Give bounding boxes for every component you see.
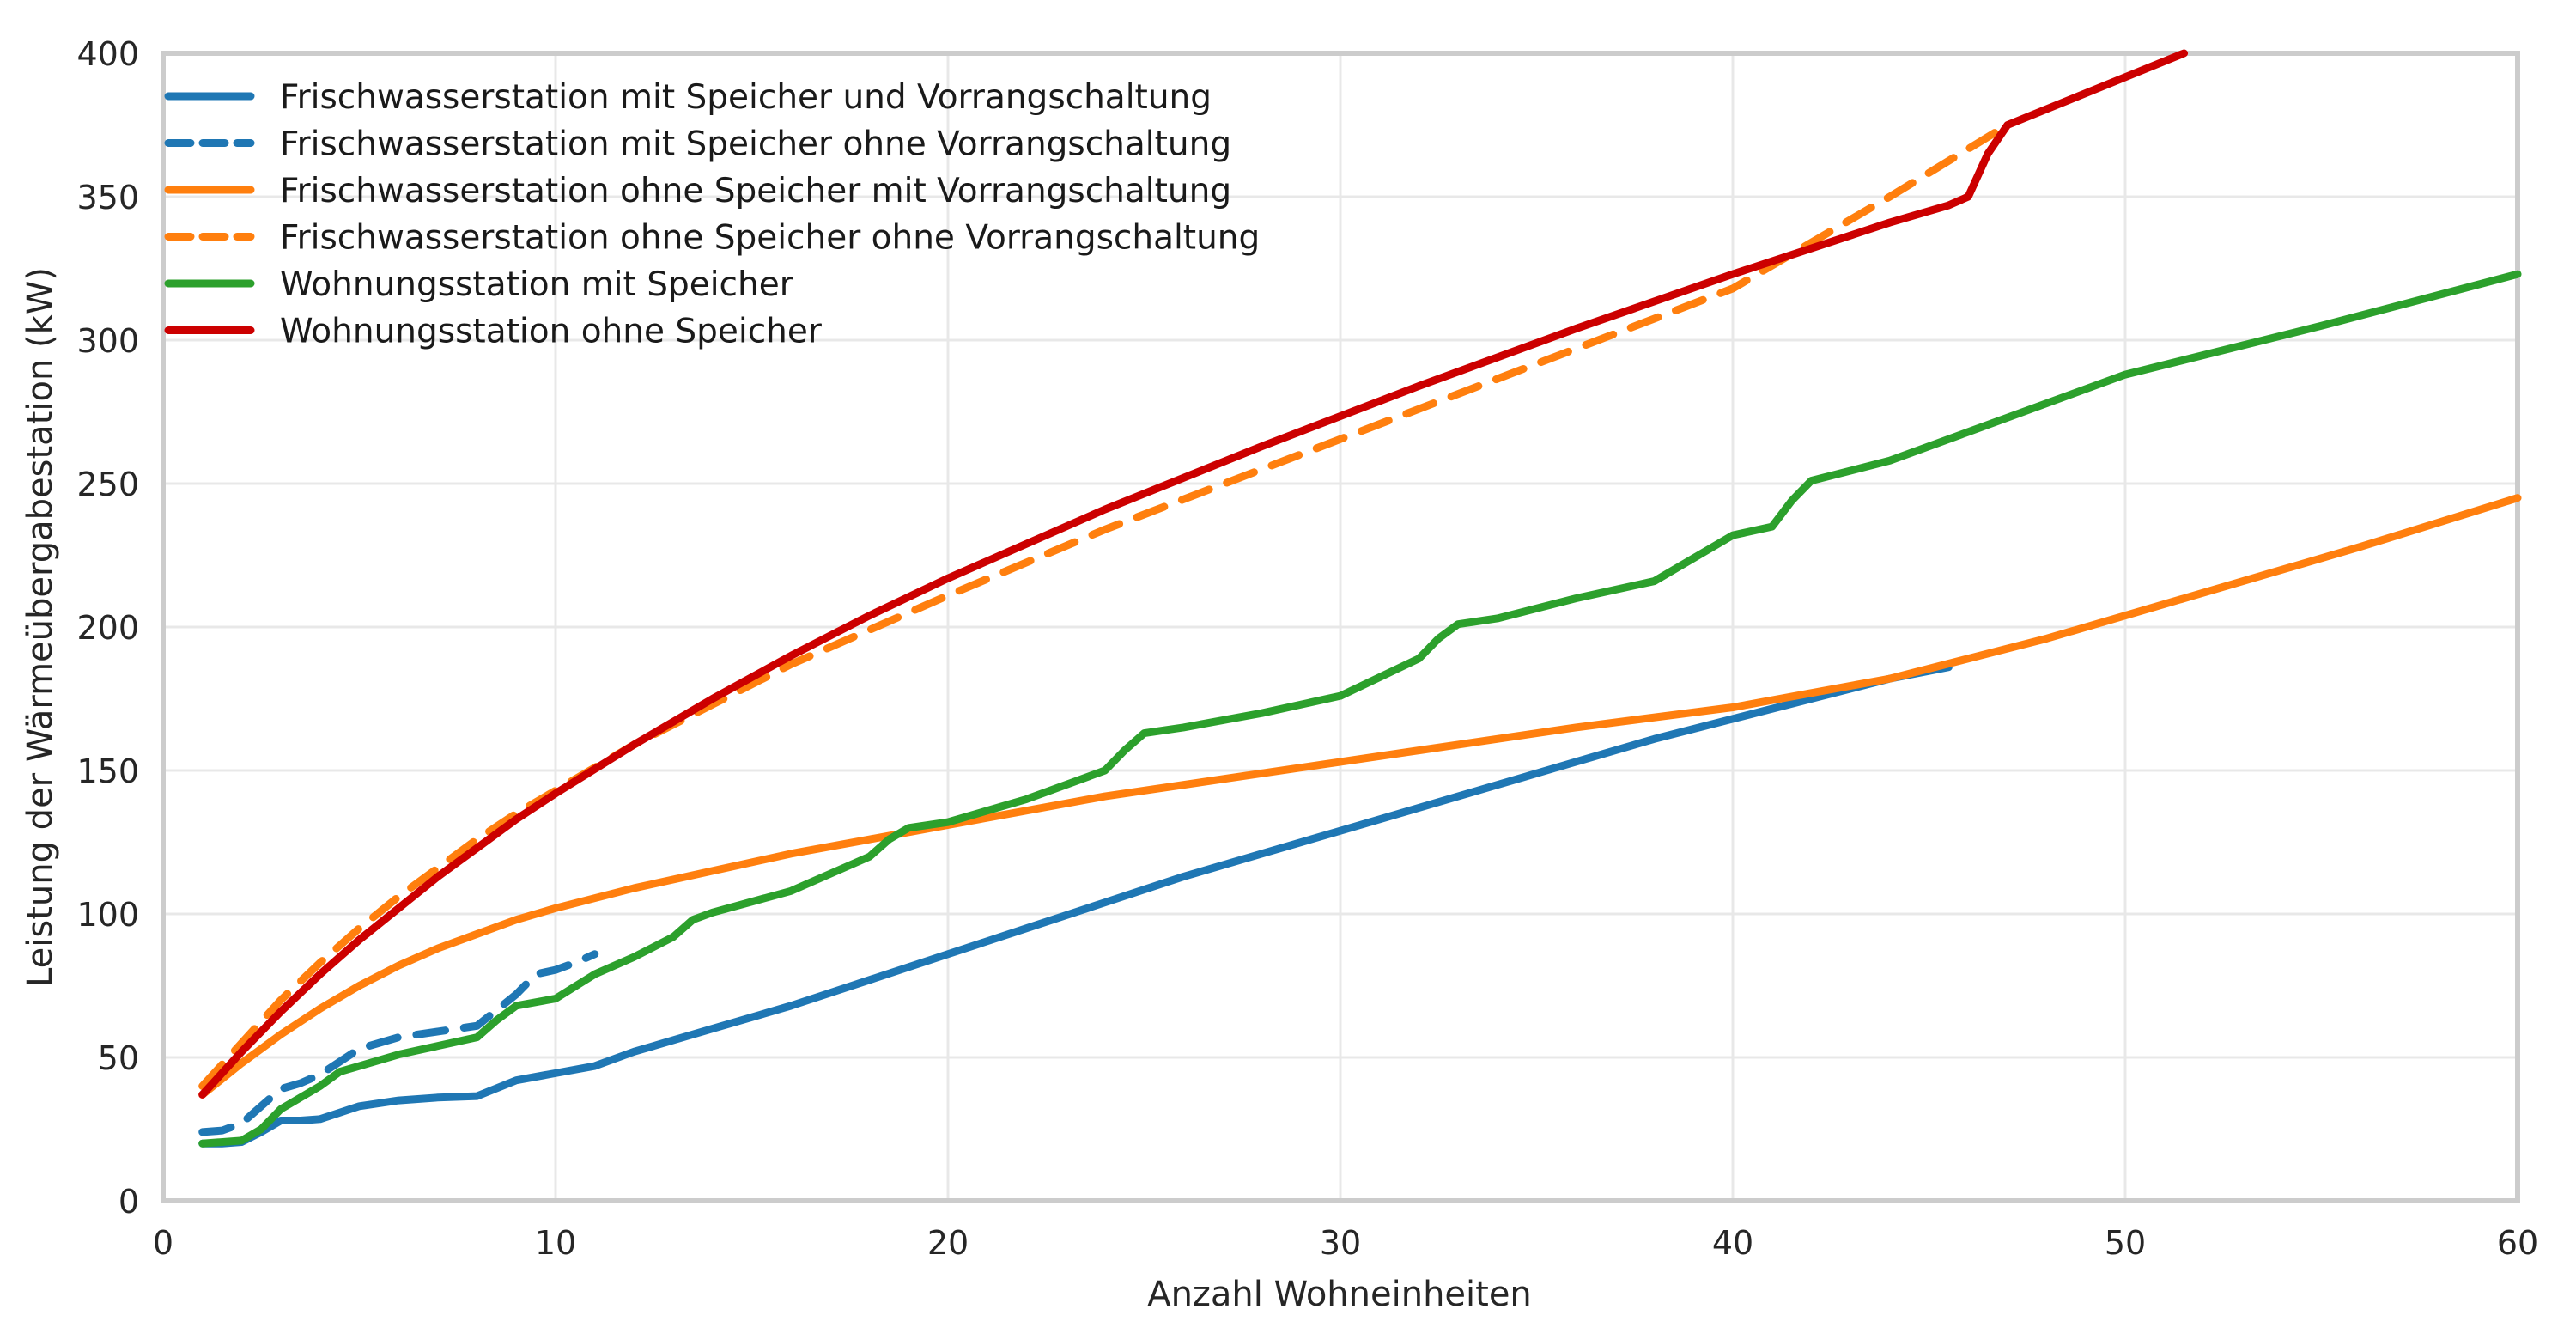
y-tick-label: 400 — [76, 35, 139, 73]
x-axis-title: Anzahl Wohneinheiten — [1147, 1275, 1532, 1314]
y-tick-label: 250 — [76, 466, 139, 503]
series-line-2 — [198, 950, 599, 1136]
y-tick-label: 50 — [98, 1039, 139, 1077]
x-tick-label: 0 — [153, 1224, 173, 1262]
series-line-1 — [198, 663, 1953, 1148]
series-line-5 — [198, 270, 2522, 1148]
legend-label-3: Frischwasserstation ohne Speicher mit Vo… — [280, 172, 1231, 210]
x-tick-label: 40 — [1712, 1224, 1753, 1262]
x-tick-label: 60 — [2497, 1224, 2538, 1262]
y-tick-label: 0 — [118, 1183, 139, 1221]
legend-label-4: Frischwasserstation ohne Speicher ohne V… — [280, 219, 1260, 258]
y-tick-label: 300 — [76, 322, 139, 360]
legend-label-1: Frischwasserstation mit Speicher und Vor… — [280, 78, 1212, 117]
x-tick-label: 10 — [535, 1224, 576, 1262]
y-axis-tick-labels: 0 50 100 150 200 250 300 350 400 — [76, 35, 139, 1221]
grid-lines — [163, 53, 2518, 1201]
x-axis-tick-labels: 0 10 20 30 40 50 60 — [153, 1224, 2538, 1262]
y-tick-label: 150 — [76, 752, 139, 790]
legend-label-5: Wohnungsstation mit Speicher — [280, 265, 794, 304]
y-tick-label: 200 — [76, 609, 139, 647]
x-tick-label: 30 — [1320, 1224, 1361, 1262]
x-tick-label: 20 — [927, 1224, 969, 1262]
y-axis-title: Leistung der Wärmeübergabestation (kW) — [21, 267, 60, 987]
chart-legend: Frischwasserstation mit Speicher und Vor… — [164, 78, 1260, 351]
y-tick-label: 100 — [76, 896, 139, 934]
legend-label-6: Wohnungsstation ohne Speicher — [280, 313, 823, 351]
y-tick-label: 350 — [76, 179, 139, 216]
data-series — [198, 49, 2522, 1148]
x-tick-label: 50 — [2105, 1224, 2146, 1262]
axis-spines — [161, 51, 2520, 1203]
legend-label-2: Frischwasserstation mit Speicher ohne Vo… — [280, 125, 1231, 164]
plot-area-border — [161, 51, 2520, 1203]
series-line-3 — [198, 494, 2522, 1099]
series-line-6 — [198, 49, 2189, 1099]
